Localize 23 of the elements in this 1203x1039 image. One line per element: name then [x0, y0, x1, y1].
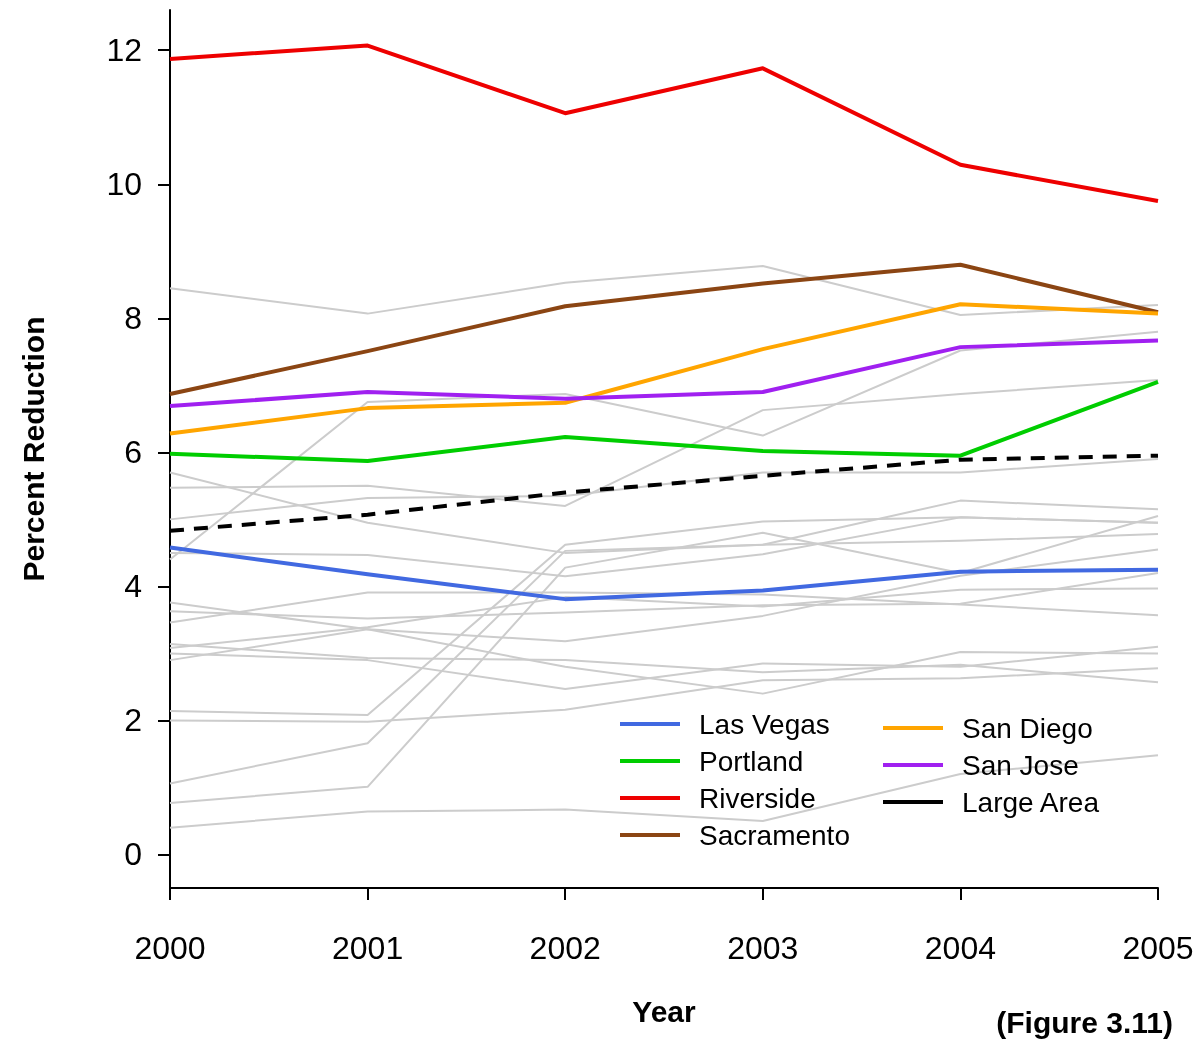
legend-label: Large Area	[962, 786, 1100, 818]
y-tick-label: 12	[106, 32, 142, 69]
x-tick-label: 2004	[924, 930, 996, 966]
legend-label: Sacramento	[699, 819, 850, 851]
y-axis-title: Percent Reduction	[16, 316, 50, 582]
text: (Figure 3.11)	[996, 1005, 1173, 1039]
x-tick-label: 2001	[332, 930, 404, 966]
y-tick-label: 4	[124, 568, 142, 605]
x-axis-title: Year	[632, 994, 697, 1028]
legend-label: Riverside	[699, 782, 816, 814]
legend-label: Las Vegas	[699, 708, 830, 740]
x-tick-label: 2005	[1122, 930, 1194, 966]
y-tick-label: 10	[106, 166, 142, 203]
x-tick-label: 2000	[134, 930, 206, 966]
x-tick-label: 2002	[529, 930, 601, 966]
y-tick-label: 6	[124, 434, 142, 471]
x-tick-label: 2003	[727, 930, 799, 966]
y-tick-label: 2	[124, 702, 142, 739]
legend-label: San Diego	[962, 712, 1093, 744]
y-tick-label: 0	[124, 836, 142, 873]
legend-label: San Jose	[962, 749, 1079, 781]
legend-label: Portland	[699, 745, 804, 777]
y-tick-label: 8	[124, 300, 142, 337]
